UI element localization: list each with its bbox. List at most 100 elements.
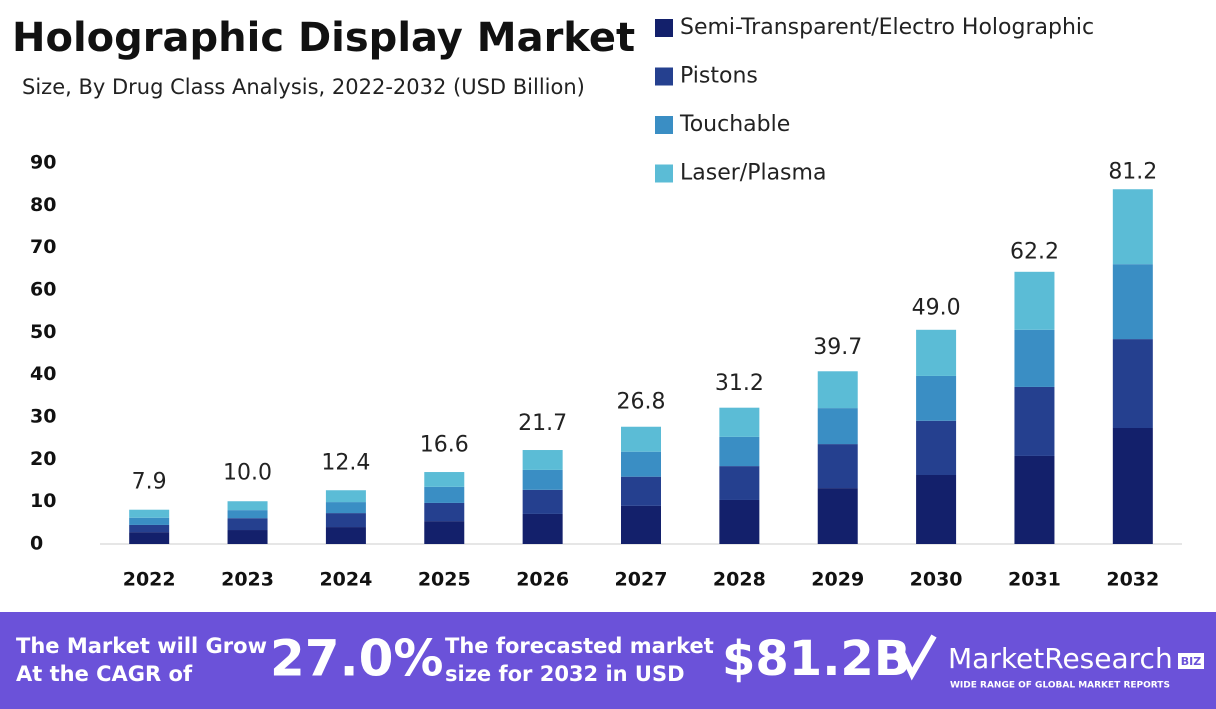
- chart-subtitle: Size, By Drug Class Analysis, 2022-2032 …: [22, 75, 585, 99]
- forecast-text: size for 2032 in USD: [445, 662, 685, 686]
- y-tick-label: 40: [30, 363, 56, 385]
- bar-segment: [227, 530, 268, 544]
- logo-check: [897, 634, 937, 681]
- bar-segment: [916, 375, 957, 421]
- total-label: 31.2: [715, 371, 764, 396]
- bar-segment: [621, 505, 661, 544]
- bar-segment: [719, 407, 760, 437]
- bar-segment: [129, 524, 170, 533]
- bar-segment: [325, 502, 366, 514]
- bar-segment: [719, 466, 760, 500]
- total-label: 81.2: [1108, 159, 1157, 184]
- bar-segment: [1014, 271, 1055, 330]
- bar-segment: [916, 474, 957, 544]
- brand-tag: BIZ: [1181, 655, 1201, 668]
- x-tick-label: 2027: [615, 569, 668, 591]
- legend-swatch: [655, 19, 673, 37]
- total-label: 12.4: [321, 451, 370, 476]
- chart-title: Holographic Display Market: [12, 15, 635, 61]
- bar-segment: [1014, 386, 1055, 456]
- y-tick-label: 0: [30, 533, 43, 555]
- bar-segment: [227, 510, 268, 519]
- forecast-value: $81.2B: [722, 631, 910, 687]
- y-tick-label: 90: [30, 152, 56, 174]
- y-tick-label: 60: [30, 279, 56, 301]
- cagr-value: 27.0%: [270, 630, 443, 688]
- bar-segment: [129, 509, 170, 518]
- total-label: 21.7: [518, 411, 567, 436]
- bar-segment: [621, 426, 661, 452]
- bar-segment: [621, 476, 661, 506]
- bar-segment: [1112, 428, 1153, 544]
- x-tick-label: 2024: [319, 569, 372, 591]
- bar-segment: [424, 521, 465, 544]
- x-tick-label: 2025: [418, 569, 471, 591]
- legend-swatch: [655, 116, 673, 134]
- bar-segment: [1112, 264, 1153, 340]
- bar-segment: [817, 444, 858, 489]
- x-tick-label: 2032: [1106, 569, 1159, 591]
- bar-segment: [916, 420, 957, 475]
- cagr-text: The Market will Grow: [16, 634, 267, 658]
- footer: The Market will Grow At the CAGR of 27.0…: [16, 630, 1204, 691]
- bar-segment: [424, 472, 465, 487]
- bar-segment: [719, 436, 760, 467]
- bar-segment: [522, 489, 563, 514]
- legend-swatch: [655, 164, 673, 183]
- y-tick-label: 30: [30, 406, 56, 428]
- bar-segment: [719, 499, 760, 544]
- bar-segment: [129, 517, 170, 525]
- bar-segment: [916, 329, 957, 376]
- total-label: 62.2: [1010, 240, 1059, 265]
- footer-banner: [0, 612, 1216, 709]
- legend-swatch: [655, 67, 673, 86]
- bar-segment: [424, 486, 465, 503]
- total-label: 49.0: [912, 296, 961, 321]
- bar-segment: [817, 408, 858, 445]
- bar-segment: [325, 527, 366, 544]
- total-label: 16.6: [420, 433, 469, 458]
- bar-segment: [817, 371, 858, 409]
- y-tick-label: 80: [30, 194, 56, 216]
- bar-segment: [325, 490, 366, 503]
- bar-segment: [227, 501, 268, 511]
- bar-segment: [1014, 329, 1055, 387]
- y-tick-label: 10: [30, 490, 56, 512]
- bar-segment: [522, 450, 563, 470]
- bar-segment: [817, 488, 858, 544]
- bar-segment: [1014, 455, 1055, 544]
- brand-tag-box: [1178, 653, 1204, 669]
- forecast-text: The forecasted market: [445, 634, 714, 658]
- y-tick-label: 70: [30, 236, 56, 258]
- x-tick-label: 2030: [910, 569, 963, 591]
- bar-segment: [621, 451, 661, 477]
- x-tick-label: 2028: [713, 569, 766, 591]
- brand: MarketResearch: [948, 642, 1173, 675]
- cagr-text: At the CAGR of: [16, 662, 193, 686]
- brand-sub: WIDE RANGE OF GLOBAL MARKET REPORTS: [950, 681, 1170, 691]
- bar-segment: [522, 469, 563, 490]
- total-label: 7.9: [132, 470, 167, 495]
- legend-label: Pistons: [680, 64, 758, 89]
- legend-label: Semi-Transparent/Electro Holographic: [680, 15, 1094, 40]
- x-tick-label: 2023: [221, 569, 274, 591]
- bar-segment: [424, 502, 465, 522]
- x-tick-label: 2031: [1008, 569, 1061, 591]
- y-tick-label: 50: [30, 321, 56, 343]
- legend-label: Touchable: [679, 112, 790, 137]
- bar-segment: [325, 513, 366, 528]
- y-tick-label: 20: [30, 448, 56, 470]
- total-label: 26.8: [617, 390, 666, 415]
- bar-segment: [227, 518, 268, 531]
- bar-segment: [1112, 189, 1153, 265]
- bar-segment: [522, 513, 563, 544]
- bar-segment: [129, 532, 170, 544]
- total-label: 39.7: [813, 335, 862, 360]
- bar-segment: [1112, 339, 1153, 429]
- x-tick-label: 2026: [516, 569, 569, 591]
- x-tick-label: 2029: [811, 569, 864, 591]
- legend-label: Laser/Plasma: [680, 161, 826, 186]
- x-tick-label: 2022: [123, 569, 176, 591]
- total-label: 10.0: [223, 461, 272, 486]
